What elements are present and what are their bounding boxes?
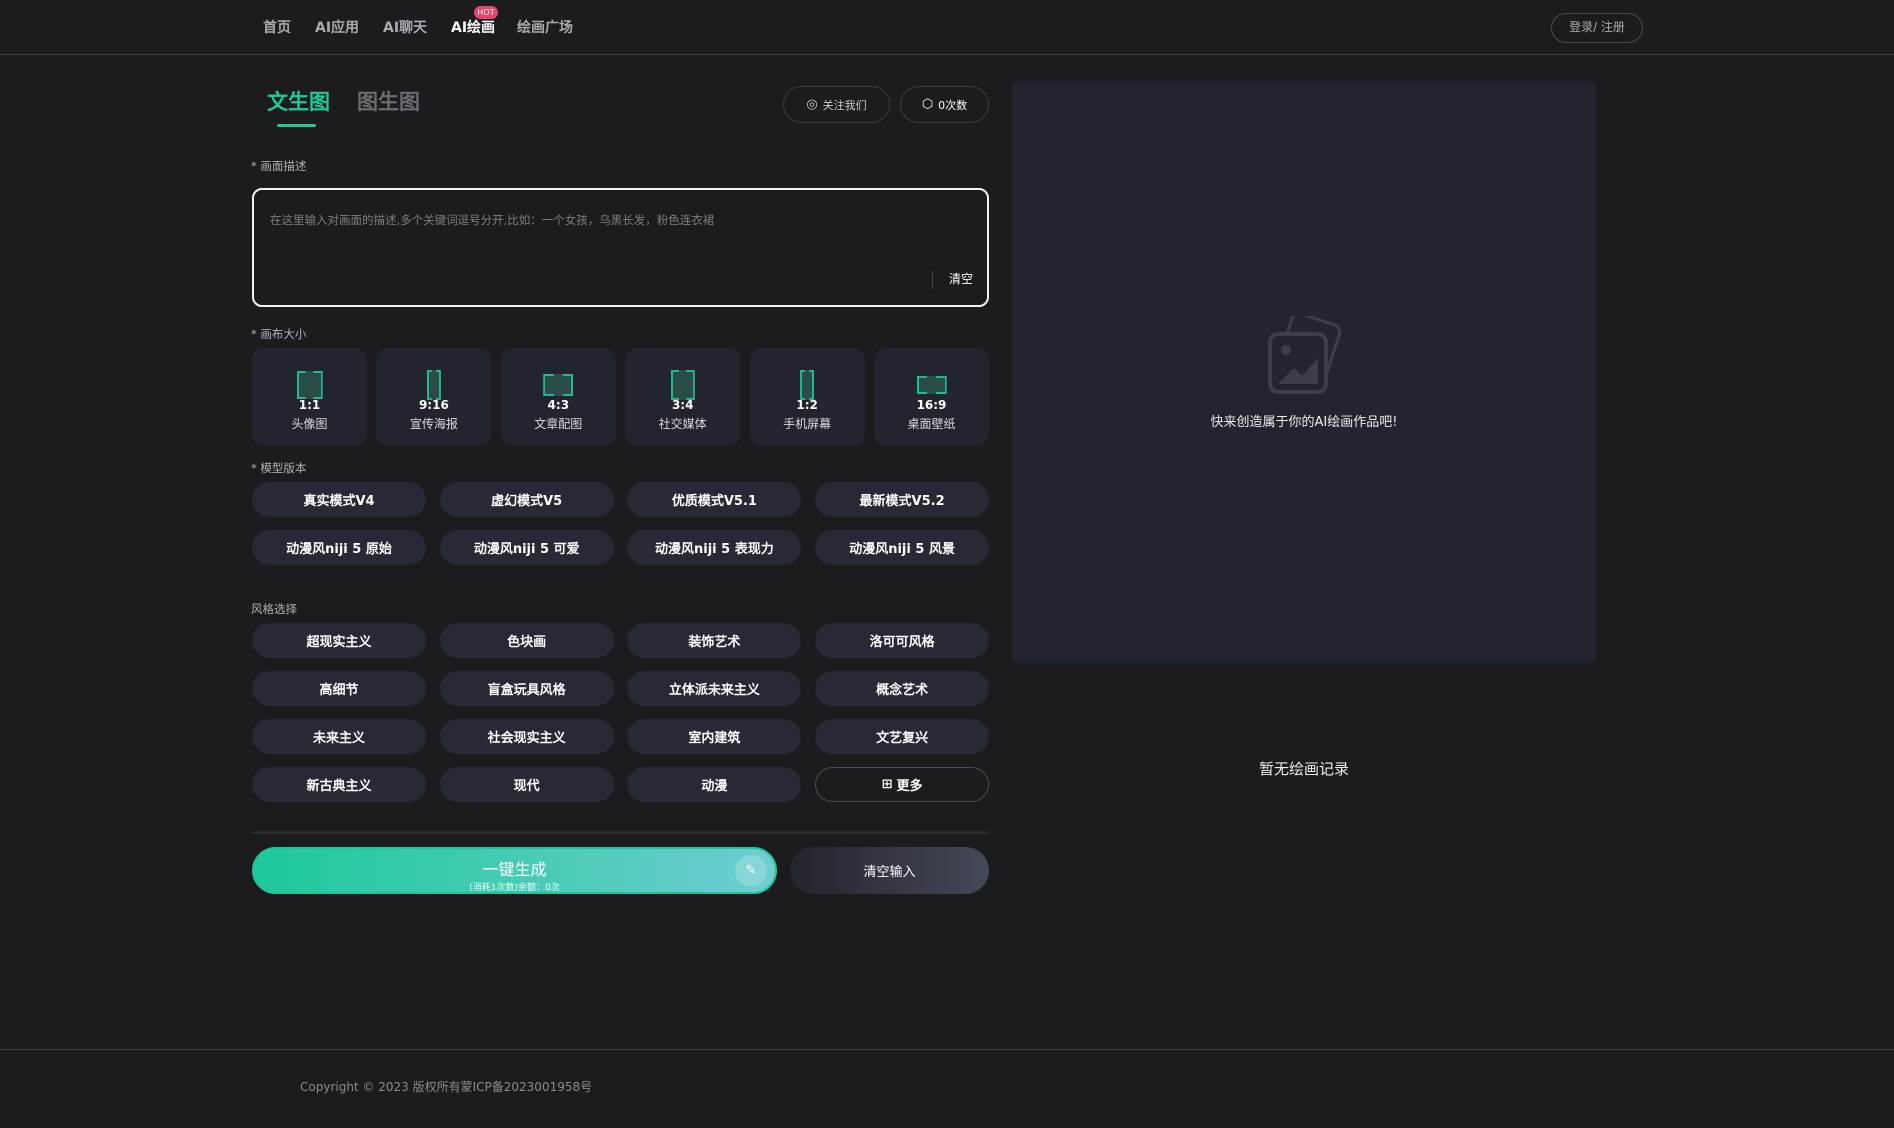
model-option[interactable]: 动漫风niji 5 表现力 bbox=[627, 530, 802, 565]
canvas-option[interactable]: 3:4 社交媒体 bbox=[625, 348, 741, 446]
nav-drawing-plaza[interactable]: 绘画广场 bbox=[517, 20, 573, 36]
canvas-label: * 画布大小 bbox=[251, 327, 307, 341]
clear-prompt-button[interactable]: 清空 bbox=[948, 272, 973, 286]
model-option[interactable]: 最新模式V5.2 bbox=[815, 482, 990, 517]
aspect-ratio-icon bbox=[543, 374, 574, 396]
divider bbox=[932, 271, 933, 289]
nav-ai-drawing[interactable]: AI绘画 bbox=[451, 20, 496, 36]
aspect-ratio-icon bbox=[426, 370, 441, 400]
history-empty-text: 暂无绘画记录 bbox=[1258, 760, 1349, 778]
shield-icon: ⬡ bbox=[921, 97, 934, 112]
nav-ai-apps[interactable]: AI应用 bbox=[315, 20, 360, 36]
top-header bbox=[0, 0, 1894, 55]
style-option[interactable]: 高细节 bbox=[252, 671, 426, 706]
preview-panel: 快来创造属于你的AI绘画作品吧! bbox=[1012, 81, 1596, 663]
style-option[interactable]: 洛可可风格 bbox=[815, 623, 990, 658]
tab-img2img[interactable]: 图生图 bbox=[357, 90, 420, 114]
style-option[interactable]: 新古典主义 bbox=[252, 767, 426, 802]
model-option[interactable]: 虚幻模式V5 bbox=[439, 482, 614, 517]
style-option[interactable]: 立体派未来主义 bbox=[627, 671, 802, 706]
style-option[interactable]: 盲盒玩具风格 bbox=[439, 671, 614, 706]
canvas-option[interactable]: 16:9 桌面壁纸 bbox=[874, 348, 989, 446]
tab-text2img[interactable]: 文生图 bbox=[267, 90, 330, 114]
clear-input-button[interactable]: 清空输入 bbox=[790, 847, 989, 894]
style-option[interactable]: 文艺复兴 bbox=[815, 719, 990, 754]
prompt-input[interactable]: 在这里输入对画面的描述,多个关键词逗号分开,比如：一个女孩，乌黑长发，粉色连衣裙… bbox=[252, 188, 989, 307]
style-option[interactable]: 概念艺术 bbox=[815, 671, 990, 706]
divider bbox=[252, 831, 989, 834]
generate-button[interactable]: 一键生成 (消耗1次数)余额：0次 ✎ bbox=[252, 847, 777, 894]
style-option[interactable]: 社会现实主义 bbox=[439, 719, 614, 754]
aspect-ratio-icon bbox=[800, 370, 815, 400]
grid-icon: ⊞ bbox=[881, 777, 893, 792]
copyright: Copyright © 2023 版权所有蒙ICP备2023001958号 bbox=[300, 1080, 593, 1094]
nav-home[interactable]: 首页 bbox=[263, 20, 291, 36]
aspect-ratio-icon bbox=[916, 376, 947, 394]
wechat-icon: ◎ bbox=[806, 97, 818, 112]
pencil-icon: ✎ bbox=[735, 855, 767, 887]
model-label: * 模型版本 bbox=[251, 461, 307, 475]
model-option[interactable]: 动漫风niji 5 可爱 bbox=[439, 530, 614, 565]
style-label: 风格选择 bbox=[251, 602, 297, 616]
style-option[interactable]: 室内建筑 bbox=[627, 719, 802, 754]
style-option[interactable]: 动漫 bbox=[627, 767, 802, 802]
aspect-ratio-icon bbox=[670, 370, 695, 400]
follow-us-button[interactable]: ◎ 关注我们 bbox=[783, 86, 890, 123]
image-placeholder-icon bbox=[1268, 316, 1342, 394]
tab-underline bbox=[277, 124, 316, 127]
canvas-option[interactable]: 1:1 头像图 bbox=[252, 348, 367, 446]
hot-badge: HOT bbox=[474, 6, 498, 19]
prompt-label: * 画面描述 bbox=[251, 159, 307, 173]
nav-ai-chat[interactable]: AI聊天 bbox=[383, 20, 428, 36]
model-option[interactable]: 动漫风niji 5 原始 bbox=[252, 530, 426, 565]
style-option[interactable]: 现代 bbox=[439, 767, 614, 802]
style-option[interactable]: 色块画 bbox=[439, 623, 614, 658]
login-button[interactable]: 登录/ 注册 bbox=[1551, 13, 1643, 43]
canvas-option[interactable]: 4:3 文章配图 bbox=[500, 348, 616, 446]
count-button[interactable]: ⬡ 0次数 bbox=[900, 86, 989, 123]
more-styles-button[interactable]: ⊞ 更多 bbox=[815, 767, 990, 802]
model-option[interactable]: 优质模式V5.1 bbox=[627, 482, 802, 517]
prompt-placeholder: 在这里输入对画面的描述,多个关键词逗号分开,比如：一个女孩，乌黑长发，粉色连衣裙 bbox=[270, 213, 715, 227]
model-option[interactable]: 动漫风niji 5 风景 bbox=[815, 530, 990, 565]
footer-divider bbox=[0, 1049, 1894, 1050]
canvas-option[interactable]: 9:16 宣传海报 bbox=[376, 348, 492, 446]
aspect-ratio-icon bbox=[296, 371, 323, 399]
style-option[interactable]: 未来主义 bbox=[252, 719, 426, 754]
style-option[interactable]: 超现实主义 bbox=[252, 623, 426, 658]
model-option[interactable]: 真实模式V4 bbox=[252, 482, 426, 517]
style-option[interactable]: 装饰艺术 bbox=[627, 623, 802, 658]
empty-preview-text: 快来创造属于你的AI绘画作品吧! bbox=[1210, 415, 1398, 430]
canvas-option[interactable]: 1:2 手机屏幕 bbox=[749, 348, 865, 446]
